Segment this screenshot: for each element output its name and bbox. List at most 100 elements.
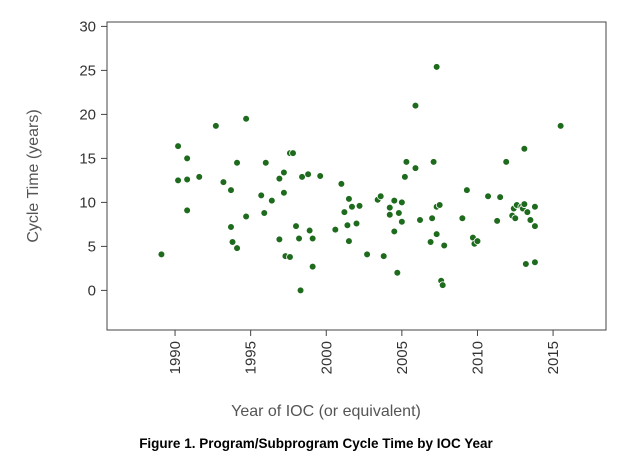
data-point bbox=[286, 253, 294, 261]
data-point bbox=[183, 154, 191, 163]
data-point bbox=[242, 115, 250, 123]
data-point bbox=[343, 221, 352, 230]
data-point bbox=[295, 234, 303, 243]
data-point bbox=[174, 142, 182, 150]
data-point bbox=[520, 144, 529, 153]
data-point bbox=[316, 172, 325, 180]
data-point bbox=[289, 149, 297, 157]
data-point bbox=[233, 159, 241, 167]
data-point bbox=[511, 214, 520, 223]
data-point bbox=[379, 252, 388, 260]
data-point bbox=[393, 268, 402, 277]
data-point bbox=[426, 238, 435, 246]
data-point bbox=[195, 173, 204, 181]
y-axis-title: Cycle Time (years) bbox=[25, 109, 42, 242]
data-point bbox=[292, 222, 300, 230]
data-point bbox=[458, 214, 467, 223]
data-point bbox=[174, 176, 182, 185]
data-point bbox=[398, 198, 406, 207]
y-tick-label: 30 bbox=[79, 18, 96, 35]
data-point bbox=[435, 201, 444, 209]
y-tick-label: 0 bbox=[88, 282, 96, 299]
data-point bbox=[429, 158, 438, 166]
data-point bbox=[261, 159, 270, 167]
data-point bbox=[331, 225, 340, 234]
data-point bbox=[411, 101, 420, 110]
data-point bbox=[308, 234, 317, 243]
data-point bbox=[337, 180, 346, 188]
data-point bbox=[432, 230, 441, 238]
plot-frame bbox=[106, 21, 607, 331]
data-point bbox=[398, 217, 406, 226]
data-point bbox=[280, 188, 288, 197]
data-point bbox=[228, 238, 237, 246]
x-tick-label: 1995 bbox=[243, 341, 260, 374]
data-point bbox=[556, 122, 565, 130]
data-point bbox=[385, 210, 394, 219]
data-point bbox=[428, 214, 436, 223]
data-point bbox=[233, 244, 241, 252]
y-tick-label: 20 bbox=[79, 106, 96, 123]
data-point bbox=[531, 222, 539, 230]
figure-caption: Figure 1. Program/Subprogram Cycle Time … bbox=[139, 436, 493, 451]
data-point bbox=[157, 250, 166, 259]
data-point bbox=[305, 226, 314, 235]
data-point bbox=[242, 212, 250, 221]
data-point bbox=[345, 195, 353, 203]
data-point bbox=[363, 250, 371, 259]
data-point bbox=[496, 193, 504, 201]
x-tick-label: 2000 bbox=[318, 341, 335, 374]
data-point bbox=[493, 217, 501, 225]
data-point bbox=[212, 122, 220, 130]
data-point bbox=[183, 206, 191, 215]
y-tick-label: 10 bbox=[79, 194, 96, 211]
data-point bbox=[345, 237, 353, 245]
data-points bbox=[157, 63, 565, 295]
data-point bbox=[502, 158, 511, 166]
data-point bbox=[395, 209, 403, 217]
data-point bbox=[463, 186, 471, 194]
data-point bbox=[355, 202, 364, 210]
y-tick-label: 5 bbox=[88, 238, 96, 255]
data-point bbox=[440, 241, 449, 250]
x-axis-title: Year of IOC (or equivalent) bbox=[231, 403, 421, 420]
x-axis: 1990 1995 2000 2005 2010 2015 bbox=[167, 330, 562, 374]
y-tick-label: 15 bbox=[79, 150, 96, 167]
data-point bbox=[227, 223, 235, 231]
data-point bbox=[308, 262, 317, 271]
data-point bbox=[257, 191, 266, 200]
data-point bbox=[416, 216, 424, 224]
x-tick-label: 1990 bbox=[167, 341, 184, 374]
data-point bbox=[522, 260, 530, 268]
data-point bbox=[390, 196, 399, 205]
data-point bbox=[304, 170, 312, 179]
y-tick-label: 25 bbox=[79, 62, 96, 79]
data-point bbox=[531, 258, 539, 267]
x-tick-label: 2005 bbox=[394, 341, 411, 374]
data-point bbox=[275, 235, 284, 244]
y-axis: 0 5 10 15 20 25 30 bbox=[79, 18, 107, 299]
data-point bbox=[268, 196, 276, 205]
data-point bbox=[523, 208, 532, 216]
data-point bbox=[484, 192, 492, 201]
data-point bbox=[296, 286, 305, 295]
data-point bbox=[401, 173, 409, 181]
data-point bbox=[432, 63, 441, 71]
data-point bbox=[402, 158, 411, 166]
x-tick-label: 2010 bbox=[469, 341, 486, 374]
data-point bbox=[531, 203, 539, 211]
data-point bbox=[376, 192, 385, 201]
data-point bbox=[385, 203, 394, 212]
data-point bbox=[473, 237, 482, 245]
data-point bbox=[390, 227, 399, 236]
data-point bbox=[227, 186, 235, 194]
data-point bbox=[520, 200, 529, 208]
data-point bbox=[275, 174, 284, 183]
data-point bbox=[438, 281, 447, 289]
data-point bbox=[260, 209, 269, 217]
data-point bbox=[280, 168, 288, 177]
data-point bbox=[340, 208, 349, 216]
data-point bbox=[526, 216, 535, 224]
data-point bbox=[411, 164, 420, 172]
